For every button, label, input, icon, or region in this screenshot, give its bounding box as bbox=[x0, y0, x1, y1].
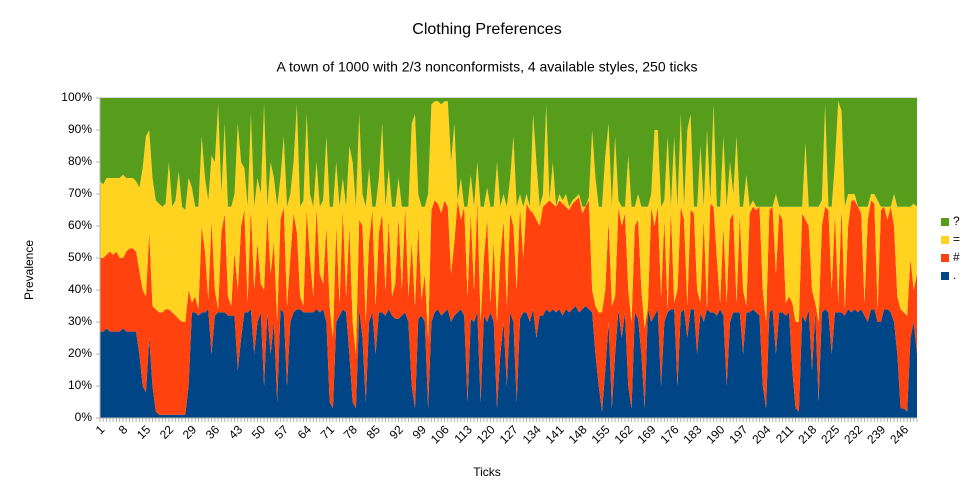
x-tick-label: 169 bbox=[635, 422, 659, 446]
x-tick-label: 134 bbox=[520, 422, 544, 446]
y-tick-label: 10% bbox=[68, 378, 92, 392]
chart-title: Clothing Preferences bbox=[412, 21, 561, 38]
x-tick-label: 92 bbox=[387, 422, 407, 442]
x-tick-label: 197 bbox=[726, 422, 750, 446]
x-tick-label: 218 bbox=[795, 422, 819, 446]
x-tick-label: 225 bbox=[818, 422, 842, 446]
legend-label: # bbox=[953, 250, 960, 264]
area bbox=[100, 101, 917, 354]
x-tick-label: 127 bbox=[497, 422, 521, 446]
x-tick-label: 246 bbox=[887, 422, 911, 446]
x-tick-label: 211 bbox=[773, 422, 797, 446]
x-tick-label: 22 bbox=[157, 422, 177, 442]
y-tick-label: 80% bbox=[68, 154, 92, 168]
area bbox=[100, 197, 917, 415]
x-tick-label: 85 bbox=[364, 422, 384, 442]
y-tick-label: 100% bbox=[61, 90, 92, 104]
legend-swatch bbox=[941, 254, 949, 262]
y-tick-label: 90% bbox=[68, 122, 92, 136]
x-tick-label: 232 bbox=[841, 422, 865, 446]
x-tick-label: 190 bbox=[703, 422, 727, 446]
x-tick-label: 8 bbox=[116, 422, 131, 437]
legend-swatch bbox=[941, 236, 949, 244]
x-tick-label: 1 bbox=[93, 422, 108, 437]
chart-subtitle: A town of 1000 with 2/3 nonconformists, … bbox=[276, 59, 697, 75]
legend-swatch bbox=[941, 272, 949, 280]
x-tick-label: 155 bbox=[589, 422, 613, 446]
x-tick-label: 29 bbox=[180, 422, 200, 442]
legend-label: = bbox=[953, 232, 960, 246]
legend-swatch bbox=[941, 218, 949, 226]
legend-label: . bbox=[953, 268, 956, 282]
x-tick-label: 57 bbox=[272, 422, 292, 442]
x-tick-label: 71 bbox=[318, 422, 338, 442]
x-tick-label: 99 bbox=[410, 422, 430, 442]
x-tick-label: 120 bbox=[474, 422, 498, 446]
x-tick-label: 141 bbox=[543, 422, 567, 446]
x-axis-title: Ticks bbox=[473, 465, 501, 479]
y-tick-label: 20% bbox=[68, 346, 92, 360]
y-tick-label: 70% bbox=[68, 186, 92, 200]
x-tick-label: 204 bbox=[749, 422, 773, 446]
y-tick-label: 60% bbox=[68, 218, 92, 232]
area bbox=[100, 306, 917, 418]
x-tick-label: 162 bbox=[612, 422, 636, 446]
x-tick-label: 176 bbox=[657, 422, 681, 446]
x-tick-label: 36 bbox=[203, 422, 223, 442]
x-tick-label: 64 bbox=[295, 422, 315, 442]
x-tick-label: 78 bbox=[341, 422, 361, 442]
area bbox=[100, 98, 917, 210]
x-tick-label: 50 bbox=[249, 422, 269, 442]
x-tick-label: 43 bbox=[226, 422, 246, 442]
x-tick-label: 148 bbox=[566, 422, 590, 446]
y-tick-label: 0% bbox=[75, 410, 93, 424]
x-tick-label: 15 bbox=[134, 422, 154, 442]
x-tick-label: 239 bbox=[864, 422, 888, 446]
y-tick-label: 50% bbox=[68, 250, 92, 264]
y-tick-label: 40% bbox=[68, 282, 92, 296]
y-tick-label: 30% bbox=[68, 314, 92, 328]
x-tick-label: 106 bbox=[428, 422, 452, 446]
y-axis-title: Prevalence bbox=[22, 240, 36, 300]
legend-label: ? bbox=[953, 214, 960, 228]
x-tick-label: 113 bbox=[451, 422, 475, 446]
x-tick-label: 183 bbox=[680, 422, 704, 446]
